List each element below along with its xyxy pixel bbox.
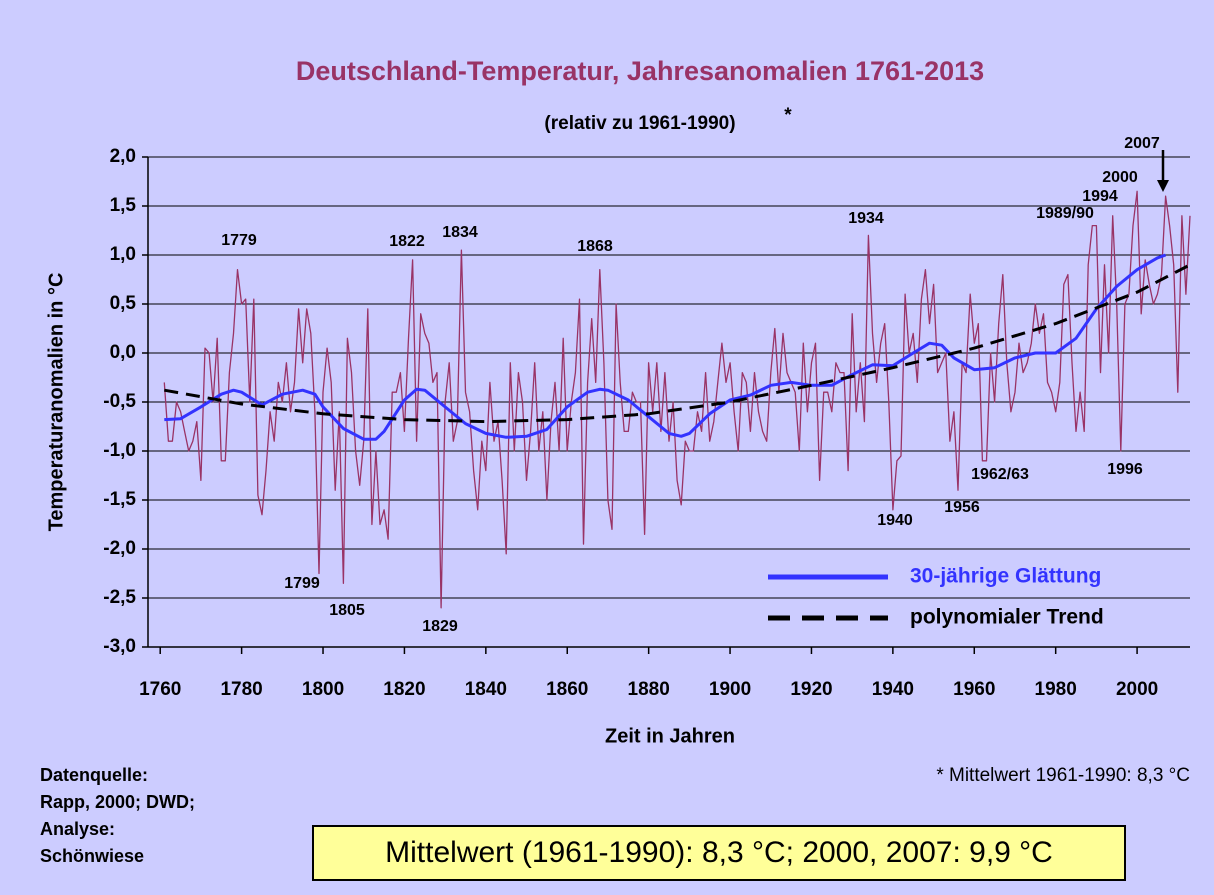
annotation: 1996 <box>1107 461 1143 478</box>
annotation: 1834 <box>442 224 478 241</box>
x-tick-label: 1940 <box>872 679 914 700</box>
x-tick-label: 2000 <box>1116 679 1158 700</box>
x-tick-label: 1860 <box>546 679 588 700</box>
source-line: Rapp, 2000; DWD; <box>40 792 195 812</box>
y-tick-label: 0,5 <box>110 293 137 314</box>
source-line: Datenquelle: <box>40 765 148 785</box>
subtitle-mark: * <box>784 105 792 126</box>
x-axis-label: Zeit in Jahren <box>605 725 735 747</box>
annotation: 1962/63 <box>971 466 1029 483</box>
annotation: 1989/90 <box>1036 205 1094 222</box>
y-tick-label: 1,5 <box>110 195 137 216</box>
x-tick-label: 1900 <box>709 679 751 700</box>
x-tick-label: 1980 <box>1035 679 1077 700</box>
annotation: 1868 <box>577 238 613 255</box>
y-tick-label: -0,5 <box>103 391 136 412</box>
y-tick-label: -2,5 <box>103 587 136 608</box>
annotation: 1822 <box>389 233 425 250</box>
y-axis-label: Temperaturanomalien in °C <box>45 273 67 532</box>
x-tick-label: 1920 <box>790 679 832 700</box>
x-tick-label: 1800 <box>302 679 344 700</box>
annual-line <box>163 190 1191 609</box>
annotation-arrowhead <box>1157 180 1169 192</box>
y-tick-label: 2,0 <box>110 146 136 167</box>
annotation: 1805 <box>329 602 365 619</box>
series-line <box>164 253 1167 441</box>
legend-label: 30-jährige Glättung <box>910 565 1101 588</box>
x-tick-label: 1820 <box>383 679 425 700</box>
annotation: 1829 <box>422 618 458 635</box>
annotation: 1994 <box>1082 188 1118 205</box>
y-tick-label: 1,0 <box>110 244 136 265</box>
annotation: 1799 <box>284 575 320 592</box>
source-line: Schönwiese <box>40 846 144 866</box>
highlight-text: Mittelwert (1961-1990): 8,3 °C; 2000, 20… <box>385 836 1053 869</box>
annotation: 2000 <box>1102 169 1138 186</box>
y-tick-label: -1,0 <box>103 440 136 461</box>
x-tick-label: 1780 <box>220 679 262 700</box>
y-tick-label: 0,0 <box>110 342 136 363</box>
source-line: Analyse: <box>40 819 115 839</box>
chart-subtitle: (relativ zu 1961-1990) <box>544 113 735 134</box>
x-tick-label: 1760 <box>139 679 181 700</box>
x-tick-label: 1840 <box>465 679 507 700</box>
y-tick-label: -2,0 <box>103 538 136 559</box>
legend-label: polynomialer Trend <box>910 606 1104 629</box>
annotation: 1940 <box>877 512 913 529</box>
footnote: * Mittelwert 1961-1990: 8,3 °C <box>936 765 1190 786</box>
y-tick-label: -1,5 <box>103 489 136 510</box>
y-tick-label: -3,0 <box>103 636 136 657</box>
annotation: 2007 <box>1124 135 1160 152</box>
series-line <box>164 263 1191 424</box>
chart-title: Deutschland-Temperatur, Jahresanomalien … <box>296 56 984 86</box>
annotation: 1956 <box>944 499 980 516</box>
x-tick-label: 1880 <box>628 679 670 700</box>
x-tick-label: 1960 <box>953 679 995 700</box>
highlight-box <box>312 825 1126 881</box>
annotation: 1934 <box>848 210 884 227</box>
annotation: 1779 <box>221 232 257 249</box>
